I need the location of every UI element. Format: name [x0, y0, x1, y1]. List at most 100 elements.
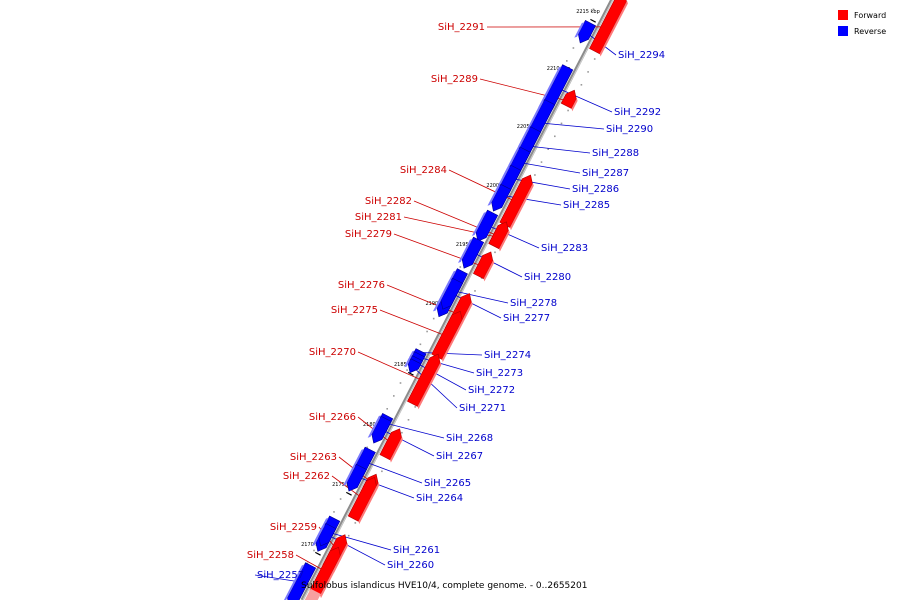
- track-dot: [393, 395, 395, 397]
- track-dot: [354, 522, 357, 524]
- track-dot: [406, 369, 408, 371]
- gene-label[interactable]: SiH_2294: [618, 50, 665, 61]
- legend-swatch-forward: [838, 10, 848, 20]
- gene-label[interactable]: SiH_2278: [510, 298, 557, 309]
- gene-block[interactable]: [589, 0, 627, 55]
- gene-block-face: [458, 238, 473, 263]
- legend-label-forward: Forward: [854, 11, 886, 20]
- track-dot: [580, 84, 583, 86]
- gene-label[interactable]: SiH_2268: [446, 433, 493, 444]
- gene-block-face: [436, 279, 452, 304]
- gene-label[interactable]: SiH_2273: [476, 368, 523, 379]
- leader-line: [413, 200, 506, 240]
- gene-block-face: [404, 360, 410, 368]
- legend-label-reverse: Reverse: [854, 27, 886, 36]
- gene-label[interactable]: SiH_2272: [468, 385, 515, 396]
- gene-label[interactable]: SiH_2284: [400, 165, 447, 176]
- highlighted-region: [304, 588, 321, 600]
- gene-label[interactable]: SiH_2262: [283, 471, 330, 482]
- track-dot: [560, 122, 563, 125]
- gene-block-face: [487, 186, 500, 206]
- gene-label[interactable]: SiH_2283: [541, 243, 588, 254]
- gene-label[interactable]: SiH_2266: [309, 412, 356, 423]
- gene-block-face: [510, 183, 534, 231]
- gene-block[interactable]: [431, 310, 463, 360]
- gene-label[interactable]: SiH_2261: [393, 545, 440, 556]
- track-dot: [347, 534, 350, 537]
- gene-block-face: [441, 319, 464, 363]
- gene-label[interactable]: SiH_2264: [416, 493, 463, 504]
- gene-label[interactable]: SiH_2282: [365, 196, 412, 207]
- gene-label[interactable]: SiH_2260: [387, 560, 434, 571]
- track-dot: [432, 317, 435, 320]
- gene-label[interactable]: SiH_2281: [355, 212, 402, 223]
- track-dot: [399, 382, 402, 384]
- backbone-highlight: [302, 0, 614, 600]
- track-dot: [386, 408, 388, 410]
- track-dot: [540, 161, 543, 163]
- gene-label[interactable]: SiH_2291: [438, 22, 485, 33]
- gene-label[interactable]: SiH_2265: [424, 478, 471, 489]
- track-dot: [459, 266, 462, 268]
- gene-label[interactable]: SiH_2277: [503, 313, 550, 324]
- gene-block[interactable]: [472, 251, 494, 280]
- gene-block[interactable]: [461, 236, 485, 269]
- gene-block[interactable]: [491, 183, 512, 212]
- gene-block[interactable]: [560, 89, 577, 109]
- gene-label[interactable]: SiH_2258: [247, 550, 294, 561]
- genome-backbone: [300, 0, 614, 600]
- track-dot: [381, 470, 383, 473]
- tick-mark: [590, 18, 596, 23]
- gene-block[interactable]: [379, 428, 402, 461]
- track-dot: [333, 511, 335, 513]
- gene-block[interactable]: [499, 174, 533, 228]
- tick-label: 2215 kbp: [576, 9, 600, 15]
- leader-line: [413, 351, 483, 356]
- gene-label[interactable]: SiH_2276: [338, 280, 385, 291]
- tick-mark: [407, 371, 414, 376]
- gene-label[interactable]: SiH_2286: [572, 184, 619, 195]
- gene-label[interactable]: SiH_2275: [331, 305, 378, 316]
- gene-label[interactable]: SiH_2263: [290, 452, 337, 463]
- gene-block-face: [574, 22, 585, 38]
- track-dot: [494, 251, 496, 254]
- gene-block[interactable]: [371, 415, 392, 444]
- track-dot: [426, 330, 428, 333]
- tick-mark: [346, 491, 352, 496]
- gene-block-face: [471, 211, 487, 236]
- gene-block[interactable]: [347, 476, 377, 522]
- gene-block-face: [417, 362, 442, 410]
- gene-block-face: [343, 466, 356, 486]
- gene-label[interactable]: SiH_2287: [582, 168, 629, 179]
- gene-label[interactable]: SiH_2292: [614, 107, 661, 118]
- gene-label[interactable]: SiH_2274: [484, 350, 531, 361]
- gene-block[interactable]: [406, 353, 441, 407]
- gene-label[interactable]: SiH_2267: [436, 451, 483, 462]
- track-dot: [587, 71, 589, 73]
- gene-block-face: [571, 98, 578, 112]
- gene-label[interactable]: SiH_2257: [257, 570, 304, 581]
- gene-label[interactable]: SiH_2259: [270, 522, 317, 533]
- gene-label[interactable]: SiH_2280: [524, 272, 571, 283]
- gene-block-face: [499, 229, 510, 252]
- gene-block-face: [599, 0, 628, 57]
- leader-line: [403, 216, 506, 240]
- track-dot: [346, 485, 349, 487]
- gene-label[interactable]: SiH_2288: [592, 148, 639, 159]
- gene-block-face: [390, 436, 403, 463]
- gene-label[interactable]: SiH_2285: [563, 200, 610, 211]
- gene-block-face: [483, 259, 495, 282]
- gene-block[interactable]: [440, 277, 464, 310]
- leader-line: [479, 78, 576, 104]
- gene-label[interactable]: SiH_2279: [345, 229, 392, 240]
- gene-block-face: [495, 166, 510, 191]
- gene-label[interactable]: SiH_2290: [606, 124, 653, 135]
- backbone-line: [300, 0, 614, 600]
- gene-block[interactable]: [287, 562, 317, 600]
- gene-block[interactable]: [488, 221, 509, 250]
- gene-label[interactable]: SiH_2289: [431, 74, 478, 85]
- gene-label[interactable]: SiH_2271: [459, 403, 506, 414]
- leader-line: [357, 351, 431, 385]
- gene-label[interactable]: SiH_2270: [309, 347, 356, 358]
